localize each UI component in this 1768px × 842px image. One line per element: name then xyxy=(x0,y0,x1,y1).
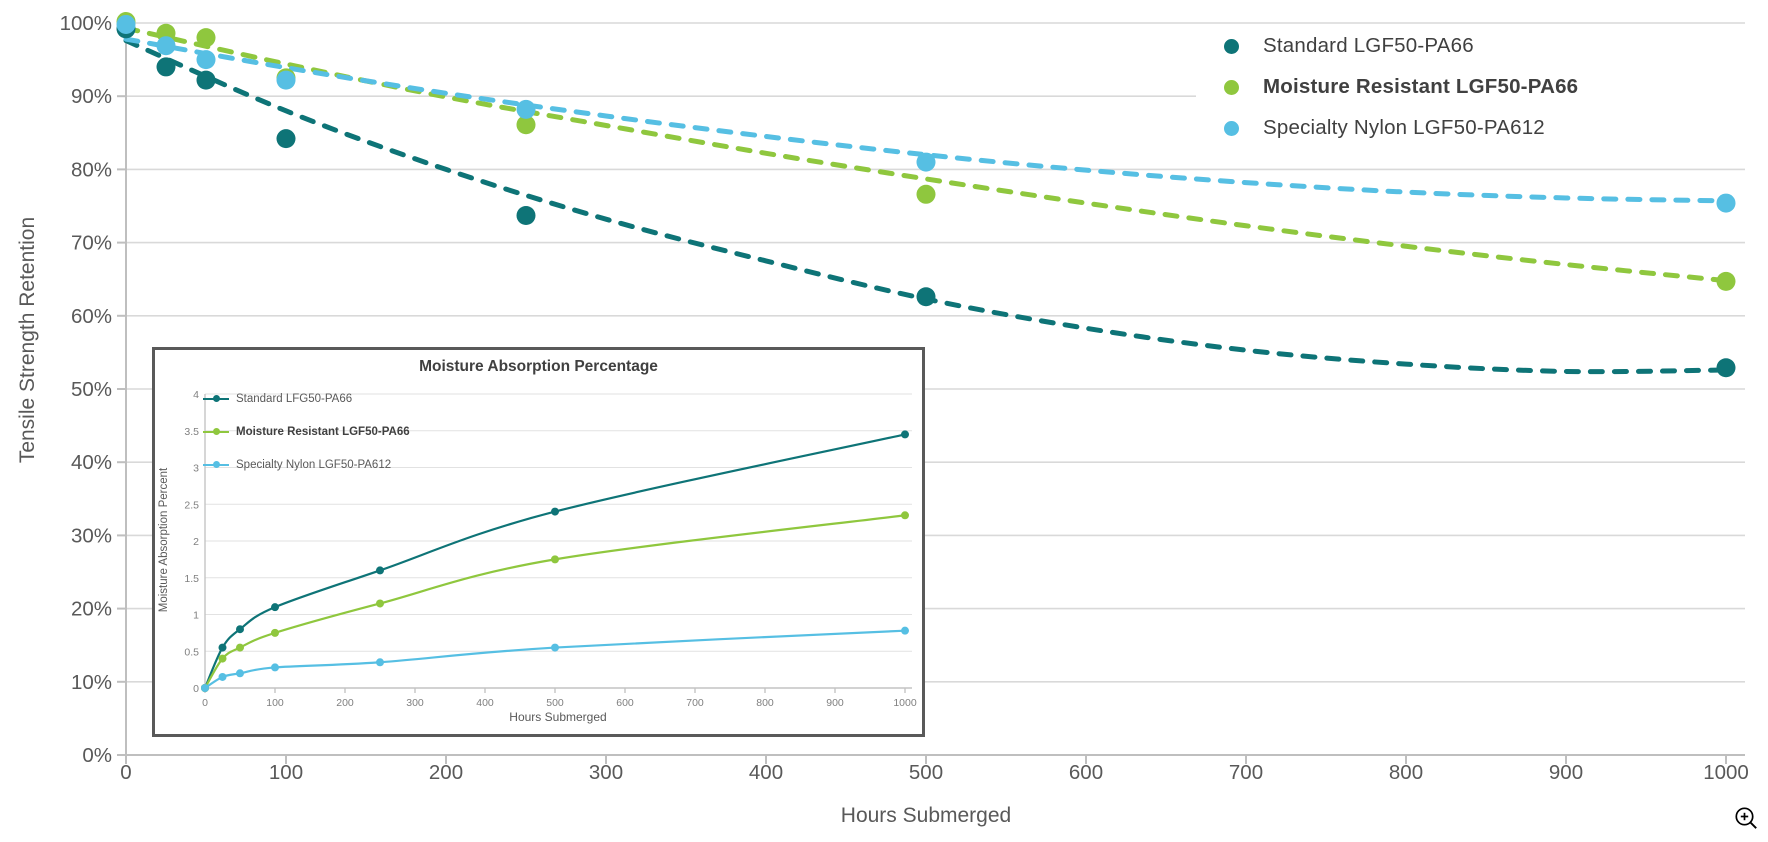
inset-chart-plot: 0 0.5 1 1.5 2 2.5 3 3.5 4 0 100 200 300 400 500 600 700 8… xyxy=(184,389,917,709)
legend-marker-standard xyxy=(1224,38,1239,54)
svg-text:400: 400 xyxy=(476,697,494,709)
svg-text:60%: 60% xyxy=(71,305,112,328)
svg-text:0: 0 xyxy=(120,761,131,784)
legend-item-specialty-nylon: Specialty Nylon LGF50-PA612 xyxy=(1224,110,1768,146)
svg-text:0: 0 xyxy=(202,697,208,709)
x-axis-title: Hours Submerged xyxy=(840,804,1012,827)
svg-text:200: 200 xyxy=(336,697,354,709)
inset-legend: Standard LFG50-PA66 Moisture Resistant L… xyxy=(203,382,410,481)
svg-text:0%: 0% xyxy=(82,744,112,767)
svg-text:1: 1 xyxy=(193,610,199,622)
y-axis-title: Tensile Strength Retention xyxy=(16,216,39,464)
svg-text:700: 700 xyxy=(686,697,704,709)
inset-legend-marker-standard xyxy=(203,395,229,402)
svg-text:600: 600 xyxy=(616,697,634,709)
svg-text:900: 900 xyxy=(1549,761,1583,784)
inset-y-axis-title: Moisture Absorption Percent xyxy=(158,467,170,613)
svg-text:800: 800 xyxy=(756,697,774,709)
svg-text:40%: 40% xyxy=(71,451,112,474)
svg-text:400: 400 xyxy=(749,761,783,784)
svg-text:300: 300 xyxy=(406,697,424,709)
svg-text:3: 3 xyxy=(193,463,199,475)
svg-text:700: 700 xyxy=(1229,761,1263,784)
svg-text:500: 500 xyxy=(546,697,564,709)
svg-text:100: 100 xyxy=(269,761,303,784)
svg-text:2: 2 xyxy=(193,536,199,548)
svg-text:3.5: 3.5 xyxy=(184,426,199,438)
svg-text:900: 900 xyxy=(826,697,844,709)
svg-text:100%: 100% xyxy=(60,12,112,35)
svg-text:80%: 80% xyxy=(71,158,112,181)
inset-legend-item-standard: Standard LFG50-PA66 xyxy=(203,382,410,415)
svg-text:1000: 1000 xyxy=(893,697,917,709)
zoom-in-icon[interactable] xyxy=(1732,804,1762,834)
svg-text:1.5: 1.5 xyxy=(184,573,199,585)
inset-legend-label: Moisture Resistant LGF50-PA66 xyxy=(236,425,410,438)
svg-text:1000: 1000 xyxy=(1703,761,1749,784)
svg-text:2.5: 2.5 xyxy=(184,499,199,511)
svg-text:100: 100 xyxy=(266,697,284,709)
inset-legend-marker-specialty-nylon xyxy=(203,461,229,468)
svg-text:200: 200 xyxy=(429,761,463,784)
svg-text:70%: 70% xyxy=(71,232,112,255)
svg-text:90%: 90% xyxy=(71,85,112,108)
inset-legend-item-moisture-resistant: Moisture Resistant LGF50-PA66 xyxy=(203,415,410,448)
inset-chart: Moisture Absorption Percentage 0 0.5 1 1.5 2… xyxy=(152,347,925,737)
legend-label: Moisture Resistant LGF50-PA66 xyxy=(1263,75,1579,98)
svg-text:0.5: 0.5 xyxy=(184,646,199,658)
svg-text:600: 600 xyxy=(1069,761,1103,784)
inset-x-axis-title: Hours Submerged xyxy=(509,710,607,724)
legend-marker-moisture-resistant xyxy=(1224,79,1239,95)
svg-text:30%: 30% xyxy=(71,524,112,547)
inset-legend-label: Specialty Nylon LGF50-PA612 xyxy=(236,458,392,471)
svg-text:300: 300 xyxy=(589,761,623,784)
inset-legend-marker-moisture-resistant xyxy=(203,428,229,435)
legend-item-moisture-resistant: Moisture Resistant LGF50-PA66 xyxy=(1224,69,1768,105)
svg-text:500: 500 xyxy=(909,761,943,784)
legend-label: Standard LGF50-PA66 xyxy=(1263,34,1474,57)
svg-text:10%: 10% xyxy=(71,671,112,694)
inset-legend-label: Standard LFG50-PA66 xyxy=(236,392,353,405)
svg-text:800: 800 xyxy=(1389,761,1423,784)
inset-chart-title: Moisture Absorption Percentage xyxy=(419,358,658,375)
legend: Standard LGF50-PA66 Moisture Resistant L… xyxy=(1196,26,1768,148)
legend-item-standard: Standard LGF50-PA66 xyxy=(1224,28,1768,64)
legend-label: Specialty Nylon LGF50-PA612 xyxy=(1263,116,1545,139)
legend-marker-specialty-nylon xyxy=(1224,120,1239,136)
inset-legend-item-specialty-nylon: Specialty Nylon LGF50-PA612 xyxy=(203,448,410,481)
svg-text:20%: 20% xyxy=(71,598,112,621)
svg-text:50%: 50% xyxy=(71,378,112,401)
svg-text:0: 0 xyxy=(193,683,199,695)
svg-text:4: 4 xyxy=(193,389,199,401)
